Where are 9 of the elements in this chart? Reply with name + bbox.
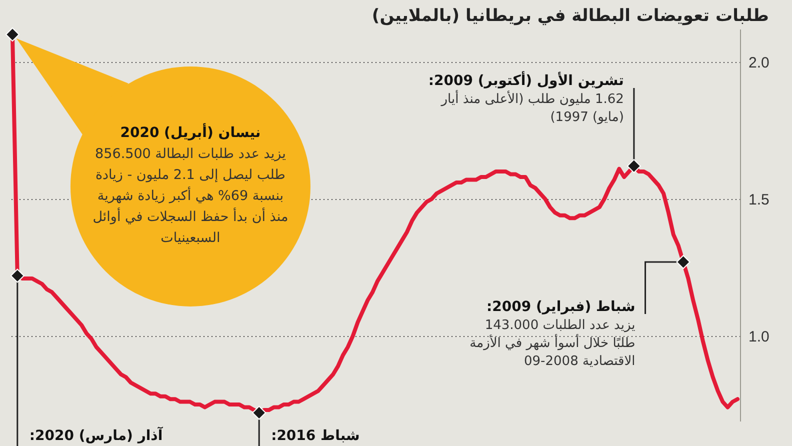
y-tick-label: 1.5: [748, 191, 770, 208]
y-tick-label: 1.0: [748, 328, 770, 346]
annotation: تشرين الأول (أكتوبر) 2009: 1.62 مليون طلب (الأعلى منذ أيار (مايو) 1997): [427, 72, 624, 127]
chart-title: طلبات تعويضات البطالة في بريطانيا (بالملايين): [372, 6, 769, 26]
annotation: شباط (فبراير) 2009: يزيد عدد الطلبات 143.000 طلبًا خلال أسوأ شهر في الأزمة الاقتصادية 2008-09: [468, 298, 636, 371]
text: آذار (مارس) 2020:: [29, 428, 163, 444]
y-tick-label: 2.0: [748, 54, 770, 72]
annotation: نيسان (أبريل) 2020 يزيد عدد طلبات البطالة 856.500 طلب ليصل إلى 2.1 مليون - زيادة بنسبة 69% هي أكبر زيادة شهرية منذ أن بدأ حفظ السجلات في أوائل السبعينيات: [92, 123, 290, 248]
text: شباط 2016:: [271, 428, 360, 444]
